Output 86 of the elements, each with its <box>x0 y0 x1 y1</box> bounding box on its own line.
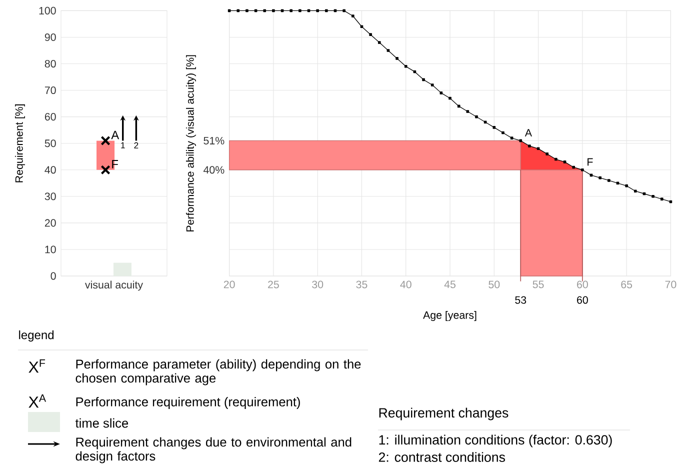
point <box>290 9 293 12</box>
y-tick-label: 100 <box>39 6 56 14</box>
point <box>263 9 266 12</box>
point <box>634 190 637 193</box>
point <box>492 126 496 129</box>
point <box>236 9 240 12</box>
point <box>502 131 504 134</box>
annotation: A <box>524 129 532 136</box>
point <box>316 9 319 12</box>
point <box>608 179 610 182</box>
y-tick-label: 90 <box>44 33 56 41</box>
y-tick-label: 0 <box>50 272 56 280</box>
point <box>342 9 346 12</box>
point <box>528 144 531 148</box>
point <box>519 139 522 142</box>
ref-line-label: 53 <box>515 296 526 304</box>
point <box>475 115 478 118</box>
point <box>246 9 248 12</box>
point <box>430 84 434 86</box>
x-tick-label: 20 <box>224 280 235 288</box>
y-tick-label: 70 <box>44 86 56 94</box>
point <box>378 41 381 44</box>
point <box>581 168 584 172</box>
y-tick-label: 40% <box>204 166 224 174</box>
annotation: 2 <box>134 142 138 148</box>
point <box>616 182 620 185</box>
point <box>660 198 664 200</box>
point <box>386 49 390 52</box>
x-tick-label: visual acuity <box>84 280 144 291</box>
point <box>298 9 302 12</box>
y-tick-label: 80 <box>44 60 56 68</box>
y-tick-label: 10 <box>45 246 56 254</box>
x-tick-label: 55 <box>532 280 544 288</box>
y-tick-label: 20 <box>44 219 56 227</box>
point <box>625 184 628 188</box>
point <box>554 158 558 161</box>
text: Requirement changes <box>379 408 508 420</box>
point <box>369 33 372 36</box>
x-tick-label: 25 <box>268 280 279 288</box>
point <box>546 152 549 156</box>
y-axis-title: Requirement [%] <box>15 104 25 182</box>
point <box>598 176 602 180</box>
annotation: A <box>111 130 120 140</box>
x-tick-label: 30 <box>312 280 324 288</box>
x-axis-title: Age [years] <box>423 311 476 321</box>
text: time slice <box>75 418 128 428</box>
x-tick-label: 50 <box>488 280 500 288</box>
text: 2: contrast conditions <box>378 452 506 462</box>
point <box>484 120 487 124</box>
y-tick-label: 30 <box>44 192 56 200</box>
point <box>422 78 425 82</box>
text: Performance requirement (requirement) <box>76 397 300 409</box>
x-tick-label: 45 <box>444 280 456 288</box>
text: Performance parameter (ability) depending on the chosen comparative age <box>76 359 361 386</box>
annotation: 1 <box>121 142 125 148</box>
x-tick-label: 65 <box>621 280 632 288</box>
point <box>396 57 398 60</box>
text: Requirement changes due to environmental and design factors <box>76 437 352 464</box>
point <box>510 136 514 140</box>
y-axis-title: Performance ability (visual acuity) [%] <box>186 55 196 232</box>
text: 1: illumination conditions (factor: 0.630) <box>379 434 612 448</box>
x-tick-label: 60 <box>577 280 588 288</box>
point <box>352 14 354 18</box>
point <box>272 9 275 12</box>
x-tick-label: 70 <box>665 280 676 288</box>
ref-line-label: 60 <box>577 296 588 304</box>
point <box>563 160 566 164</box>
point <box>440 92 443 94</box>
point <box>325 9 328 12</box>
point <box>360 25 364 28</box>
point <box>448 96 452 100</box>
point <box>572 166 575 169</box>
point <box>466 110 470 113</box>
y-tick-label: 50 <box>44 140 56 148</box>
annotation: F <box>588 158 593 166</box>
y-tick-label: 60 <box>44 113 56 121</box>
point <box>404 65 408 68</box>
y-tick-label: 51% <box>204 136 224 144</box>
text: X$^{A}$ <box>28 394 46 408</box>
text: legend <box>19 330 54 342</box>
point <box>652 195 654 198</box>
annotation: F <box>112 160 118 168</box>
x-tick-label: 35 <box>356 280 368 288</box>
x-tick-label: 40 <box>400 280 412 288</box>
text: X$^{F}$ <box>28 359 46 373</box>
y-tick-label: 40 <box>44 166 56 174</box>
